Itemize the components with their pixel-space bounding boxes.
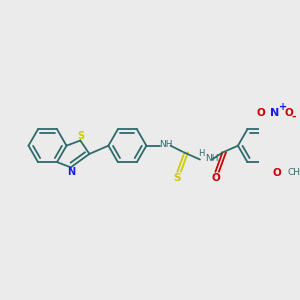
Text: O: O <box>284 108 293 118</box>
Text: +: + <box>279 102 287 112</box>
Text: S: S <box>173 172 180 183</box>
Text: O: O <box>257 108 266 118</box>
Text: O: O <box>272 167 281 178</box>
Text: CH₃: CH₃ <box>287 168 300 177</box>
Text: N: N <box>68 167 76 177</box>
Text: -: - <box>292 112 296 122</box>
Text: S: S <box>78 131 85 141</box>
Text: NH: NH <box>159 140 172 149</box>
Text: NH: NH <box>205 154 219 163</box>
Text: N: N <box>271 108 280 118</box>
Text: H: H <box>199 149 205 158</box>
Text: O: O <box>211 172 220 183</box>
